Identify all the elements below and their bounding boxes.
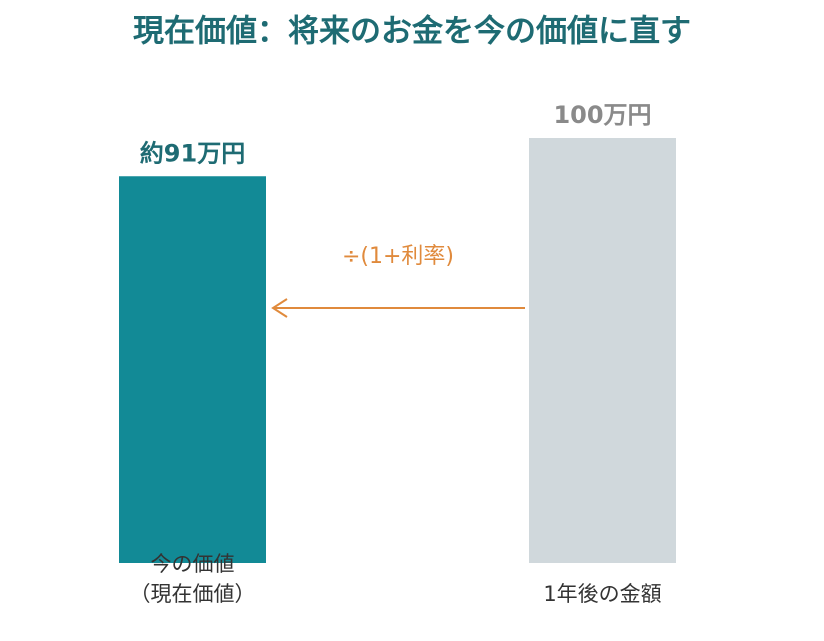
category-label: 今の価値 （現在価値） — [129, 552, 256, 606]
bar — [119, 176, 266, 563]
arrow-head — [271, 298, 288, 318]
bar — [529, 138, 676, 563]
value-label: 約91万円 — [140, 139, 245, 167]
value-label: 100万円 — [553, 101, 651, 129]
category-label: 1年後の金額 — [543, 582, 662, 606]
annotation: ÷(1+利率) — [342, 244, 454, 269]
chart-title: 現在価値：将来のお金を今の価値に直す — [133, 14, 691, 50]
